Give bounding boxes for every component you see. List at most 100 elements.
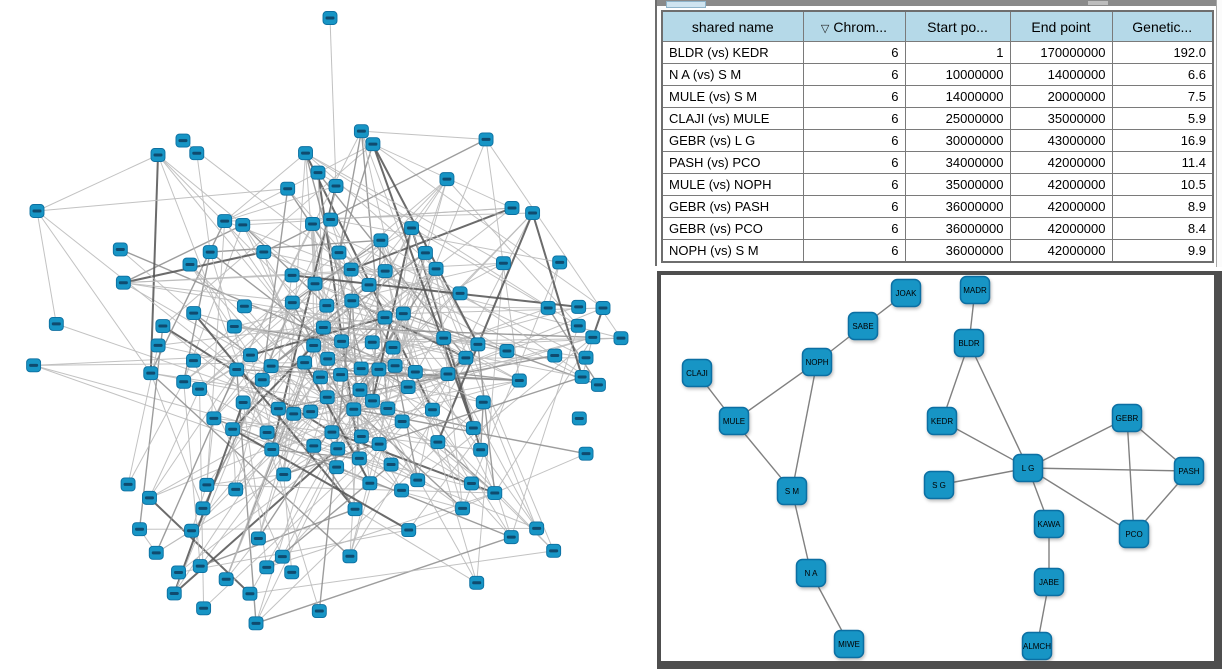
network-edge-LG-PCO[interactable]: [1027, 467, 1135, 535]
network-edge[interactable]: [392, 252, 426, 348]
node-shape[interactable]: [1033, 509, 1065, 539]
network-node[interactable]: [410, 473, 426, 488]
network-node[interactable]: [417, 245, 433, 260]
network-node[interactable]: [407, 365, 423, 379]
network-node[interactable]: [303, 404, 319, 419]
network-detail-panel[interactable]: JOAK MADR SABE BLDR NOPH CLAJI MULE KEDR GEBR L G…: [657, 271, 1222, 669]
network-edge[interactable]: [384, 317, 538, 529]
network-node[interactable]: [469, 575, 485, 590]
network-edge[interactable]: [193, 326, 235, 362]
network-edge[interactable]: [149, 154, 159, 374]
network-node[interactable]: [353, 361, 369, 376]
network-node[interactable]: [286, 406, 302, 421]
network-node[interactable]: [373, 233, 389, 248]
network-node[interactable]: [48, 316, 64, 331]
overview-graph-svg[interactable]: [0, 0, 655, 669]
column-header-shared-name[interactable]: shared name: [661, 10, 804, 42]
network-node-SM[interactable]: S M: [776, 476, 808, 506]
network-edge[interactable]: [510, 325, 579, 538]
network-edge[interactable]: [235, 379, 263, 490]
network-node[interactable]: [425, 402, 440, 417]
network-node[interactable]: [473, 442, 489, 457]
network-node[interactable]: [329, 460, 345, 475]
network-node[interactable]: [585, 330, 601, 345]
network-node[interactable]: [199, 477, 215, 492]
network-edge[interactable]: [436, 212, 534, 443]
table-cell[interactable]: 35000000: [904, 173, 1011, 196]
table-cell[interactable]: 6: [802, 85, 906, 108]
network-node-BLDR[interactable]: BLDR: [953, 328, 985, 358]
network-node[interactable]: [504, 201, 520, 215]
network-node[interactable]: [206, 411, 222, 426]
network-edge[interactable]: [242, 224, 328, 307]
network-edge[interactable]: [392, 347, 512, 538]
network-node[interactable]: [430, 435, 446, 450]
table-cell[interactable]: 25000000: [904, 107, 1011, 130]
table-vertical-scrollbar[interactable]: [1216, 0, 1222, 267]
network-node-PCO[interactable]: PCO: [1118, 519, 1150, 549]
network-node[interactable]: [571, 411, 587, 426]
network-node-CLAJI[interactable]: CLAJI: [681, 358, 713, 388]
network-node[interactable]: [226, 319, 242, 334]
network-node[interactable]: [229, 362, 245, 377]
network-edge[interactable]: [305, 152, 504, 264]
table-cell[interactable]: 6: [802, 195, 906, 218]
table-cell[interactable]: 42000000: [1009, 217, 1113, 240]
network-edge[interactable]: [318, 300, 353, 612]
network-edge[interactable]: [157, 154, 342, 342]
network-node[interactable]: [574, 370, 590, 384]
table-cell[interactable]: 16.9: [1111, 129, 1214, 152]
table-cell[interactable]: PASH (vs) PCO: [661, 151, 804, 174]
network-node[interactable]: [248, 616, 264, 631]
table-row[interactable]: GEBR (vs) L G 6 30000000 43000000 16.9: [661, 129, 1214, 152]
network-edge[interactable]: [261, 188, 289, 380]
table-row[interactable]: GEBR (vs) PASH 6 36000000 42000000 8.9: [661, 195, 1214, 218]
network-edge[interactable]: [271, 362, 306, 450]
network-edge[interactable]: [36, 154, 159, 212]
network-node[interactable]: [263, 359, 279, 374]
table-row[interactable]: PASH (vs) PCO 6 34000000 42000000 11.4: [661, 151, 1214, 174]
network-edge[interactable]: [341, 207, 513, 342]
network-node[interactable]: [383, 457, 399, 472]
network-edge[interactable]: [149, 369, 238, 499]
network-node[interactable]: [436, 331, 452, 346]
network-edge[interactable]: [293, 413, 402, 491]
network-edge[interactable]: [263, 138, 487, 253]
network-edge[interactable]: [371, 143, 475, 429]
table-cell[interactable]: MULE (vs) NOPH: [661, 173, 804, 196]
network-node[interactable]: [176, 374, 192, 389]
network-node[interactable]: [270, 401, 286, 416]
network-edge-GEBR-PCO[interactable]: [1126, 417, 1135, 535]
network-edge[interactable]: [323, 327, 512, 538]
network-edge[interactable]: [224, 185, 337, 222]
network-edge[interactable]: [314, 185, 337, 284]
network-node[interactable]: [280, 181, 296, 196]
network-edge[interactable]: [283, 376, 583, 476]
network-node[interactable]: [235, 395, 251, 410]
network-node[interactable]: [29, 204, 45, 218]
network-edge[interactable]: [349, 389, 361, 557]
network-edge[interactable]: [191, 376, 321, 532]
network-node[interactable]: [112, 242, 128, 257]
network-node[interactable]: [365, 137, 381, 152]
node-shape[interactable]: [1033, 567, 1065, 597]
network-edge[interactable]: [183, 252, 340, 383]
network-node[interactable]: [455, 501, 471, 516]
network-node[interactable]: [306, 438, 322, 453]
network-node[interactable]: [243, 348, 258, 363]
network-edge[interactable]: [338, 252, 356, 510]
network-node-SG[interactable]: S G: [923, 470, 955, 500]
table-cell[interactable]: 7.5: [1111, 85, 1214, 108]
node-shape[interactable]: [847, 311, 879, 341]
network-node[interactable]: [458, 350, 474, 365]
network-node[interactable]: [323, 212, 339, 227]
network-edge[interactable]: [36, 210, 152, 374]
network-edge[interactable]: [317, 172, 549, 309]
node-shape[interactable]: [953, 328, 985, 358]
network-node[interactable]: [150, 338, 166, 353]
network-node[interactable]: [464, 476, 479, 491]
table-cell[interactable]: 6: [802, 63, 906, 86]
network-edge[interactable]: [271, 365, 520, 382]
table-cell[interactable]: 42000000: [1009, 195, 1113, 218]
network-node[interactable]: [284, 295, 300, 310]
